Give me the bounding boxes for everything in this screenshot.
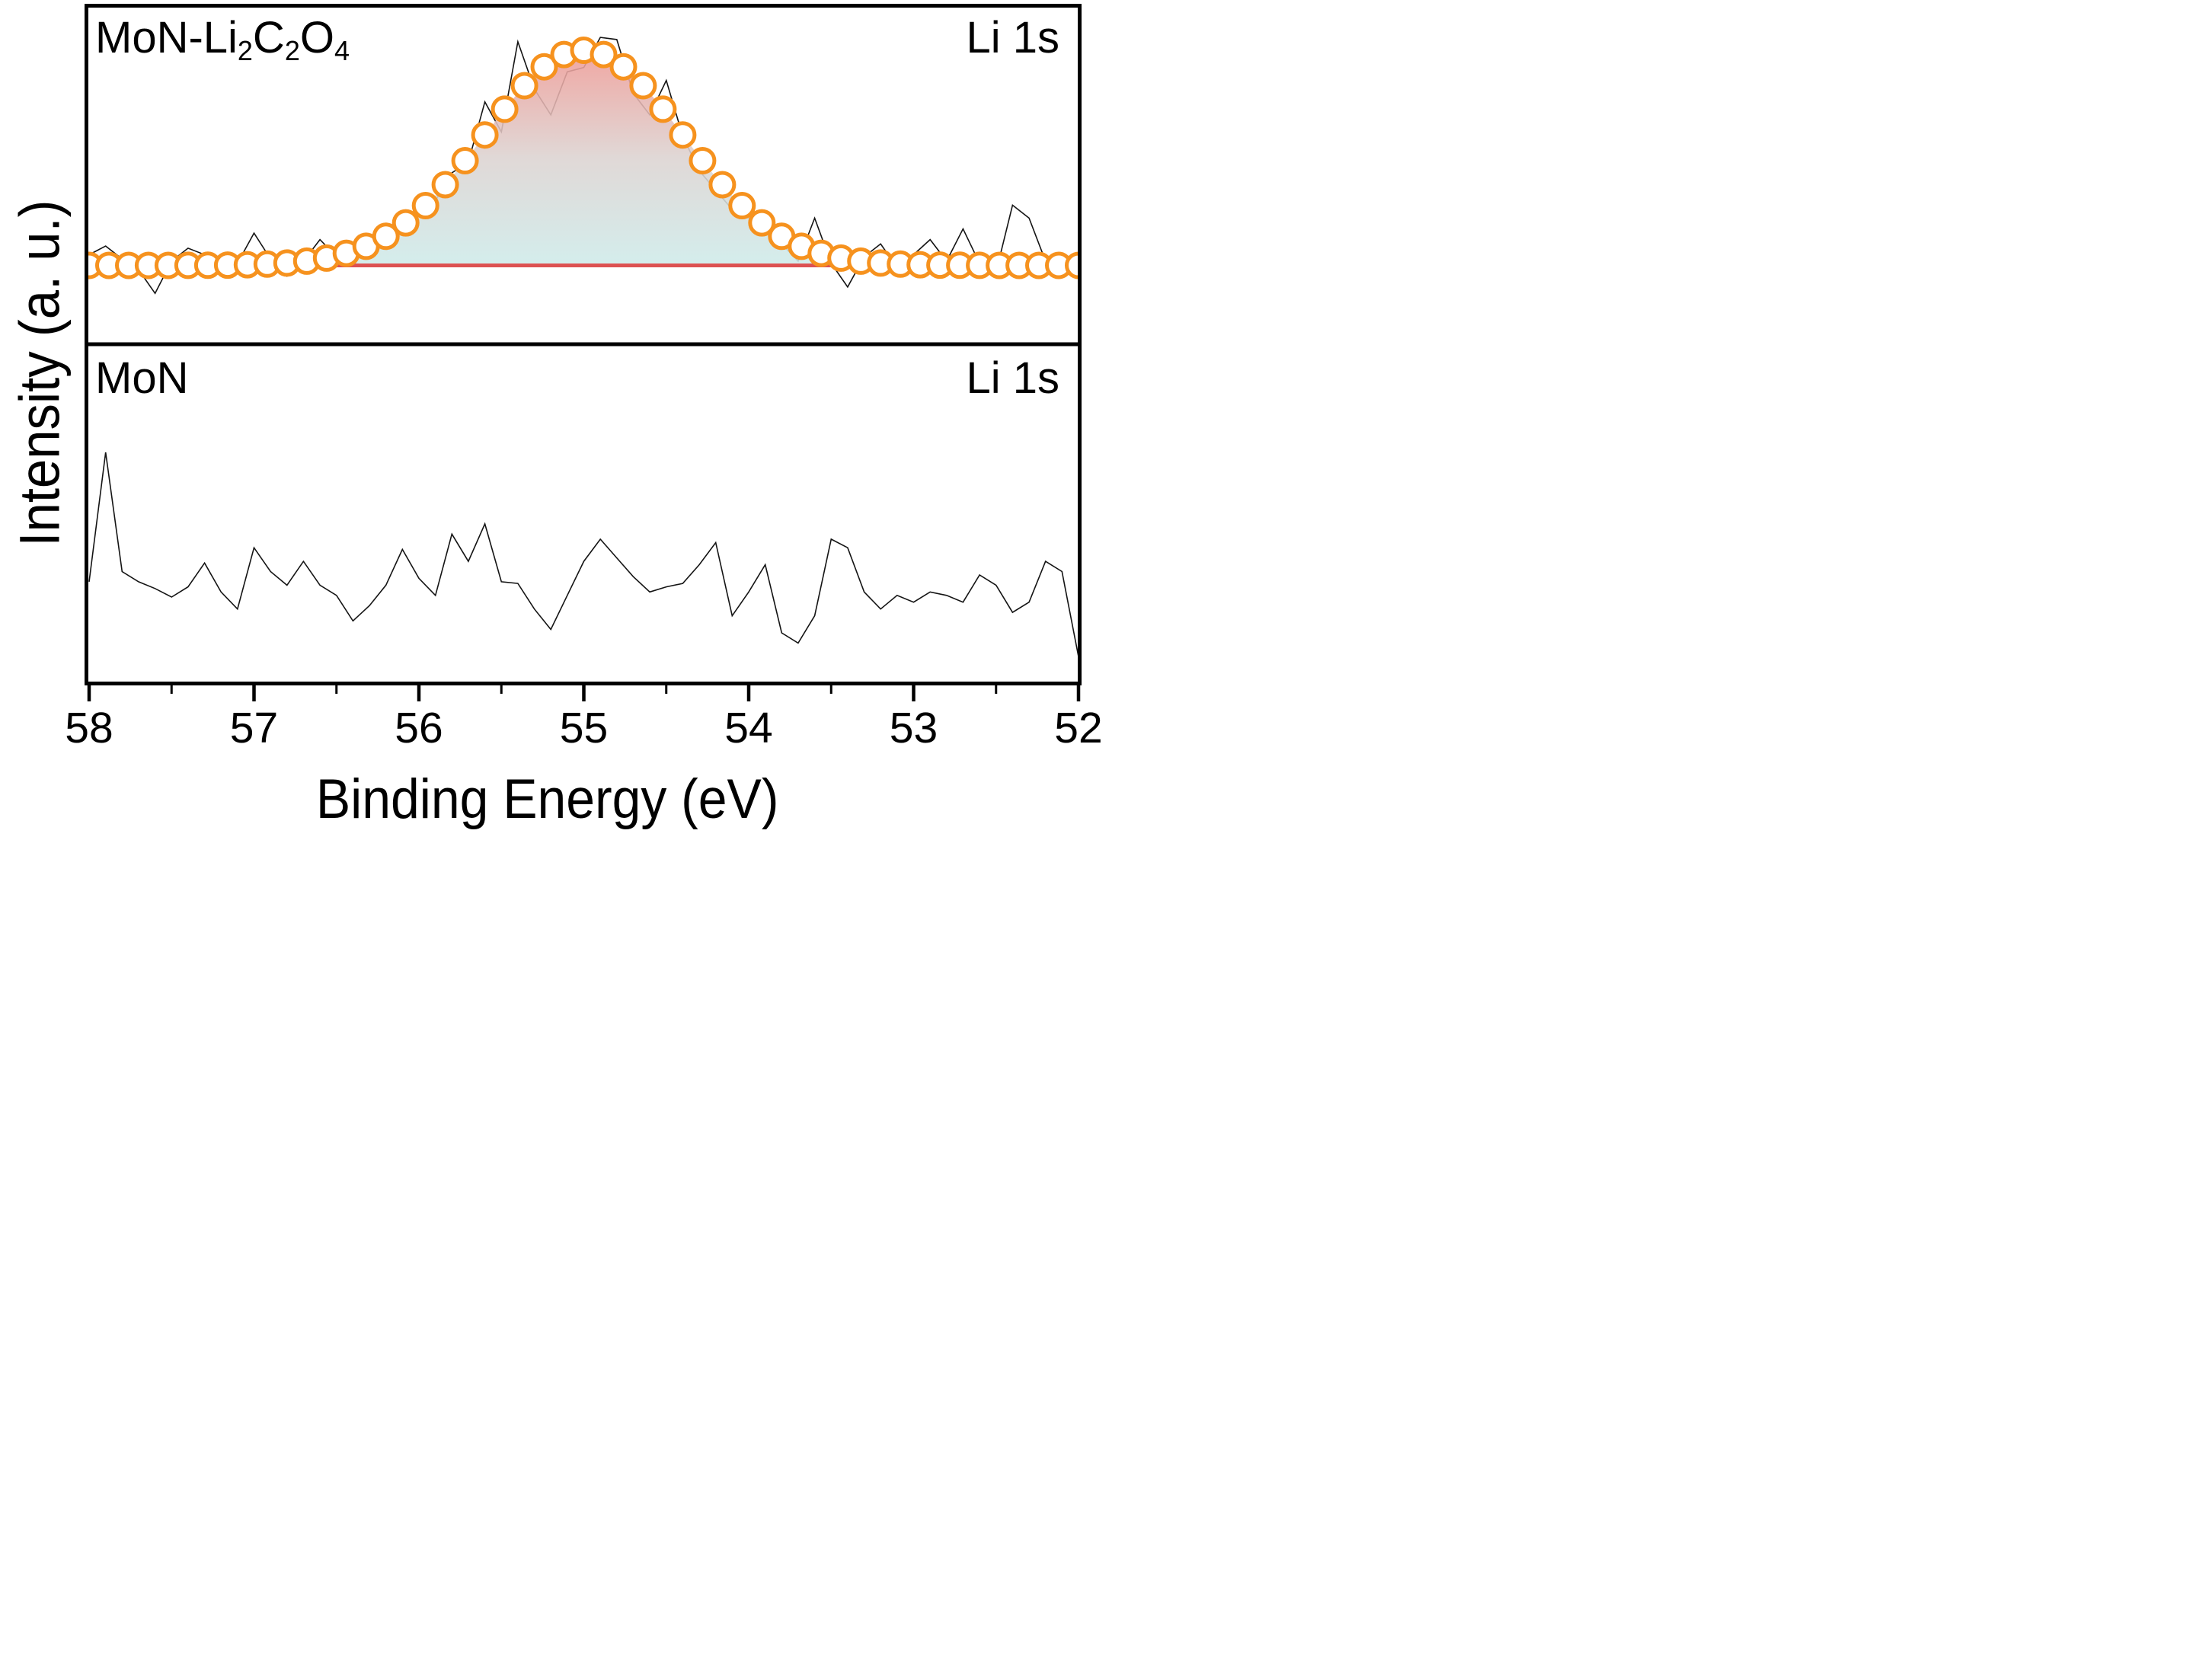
- x-axis-title: Binding Energy (eV): [0, 768, 1094, 831]
- label-text: C: [252, 13, 285, 62]
- y-axis-title: Intensity (a. u.): [8, 200, 72, 547]
- fit-marker: [728, 192, 756, 219]
- fit-marker: [609, 53, 638, 81]
- top-panel-region-label: Li 1s: [966, 13, 1059, 62]
- subscript: 4: [334, 35, 350, 67]
- fit-marker: [530, 53, 558, 81]
- label-text: O: [299, 13, 334, 62]
- x-tick-label: 53: [889, 704, 938, 752]
- label-text: MoN-Li: [95, 13, 238, 62]
- x-tick-label: 55: [559, 704, 609, 752]
- top-panel-sample-label: MoN-Li2C2O4: [95, 14, 350, 66]
- fit-marker: [590, 40, 618, 69]
- fit-marker: [372, 222, 400, 251]
- fit-marker: [411, 192, 439, 219]
- fit-marker: [629, 72, 657, 100]
- fit-marker: [431, 171, 459, 199]
- x-tick-label: 54: [724, 704, 773, 752]
- bottom-panel-region-label: Li 1s: [966, 353, 1059, 403]
- x-tick-label: 57: [229, 704, 279, 752]
- x-tick-label: 52: [1054, 704, 1103, 752]
- subscript: 2: [284, 35, 300, 67]
- fit-marker: [510, 72, 538, 100]
- fit-marker: [391, 209, 420, 237]
- fit-marker: [451, 147, 479, 174]
- fit-marker: [748, 209, 776, 237]
- fit-marker: [649, 95, 677, 123]
- x-tick-label: 56: [395, 704, 443, 752]
- x-tick-label: 58: [65, 704, 113, 752]
- bottom-raw-data-line: [88, 452, 1079, 657]
- x-axis-tick-marks: [87, 685, 1081, 701]
- xps-chart-canvas: [85, 4, 1082, 701]
- fit-marker: [491, 95, 519, 123]
- subscript: 2: [237, 35, 253, 67]
- x-axis-title-text: Binding Energy (eV): [315, 768, 779, 830]
- bottom-panel-sample-label: MoN: [95, 353, 189, 403]
- plot-border: [85, 4, 1082, 685]
- fit-marker: [471, 121, 499, 149]
- xps-dual-panel-figure: MoN-Li2C2O4 Li 1s MoN Li 1s 58 57 56 55 54 53…: [0, 0, 1103, 840]
- fit-marker: [689, 147, 717, 174]
- fit-marker: [708, 171, 737, 199]
- fit-marker-series: [86, 37, 1079, 279]
- fit-marker: [669, 121, 697, 149]
